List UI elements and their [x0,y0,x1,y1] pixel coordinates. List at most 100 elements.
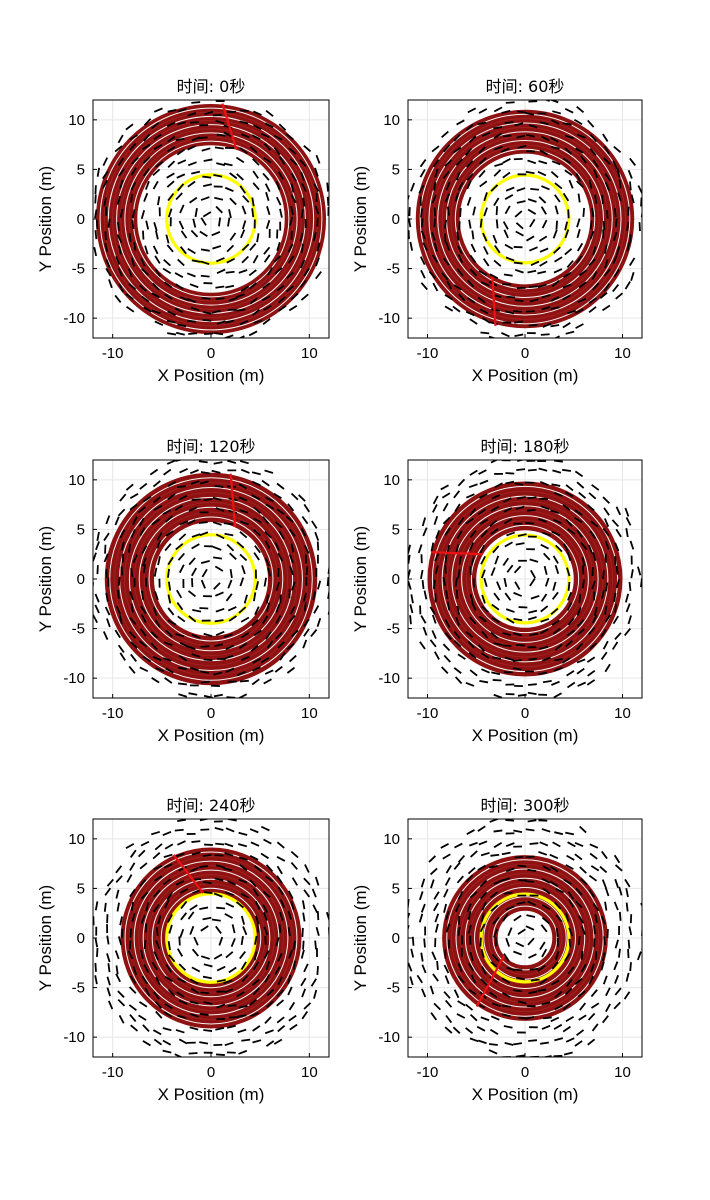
flow-dash [165,530,174,537]
flow-dash [241,565,246,575]
flow-dash [528,990,538,995]
flow-dash [565,864,574,870]
flow-dash [492,916,500,925]
y-tick-label: -10 [378,310,400,327]
flow-dash [253,110,262,116]
x-axis-label: X Position (m) [158,366,265,385]
flow-dash [130,167,137,176]
flow-dash [527,937,535,946]
flow-dash [601,194,604,204]
flow-dash [157,915,162,925]
flow-dash [590,1002,600,1009]
turn-marker [221,103,238,150]
flow-dash [191,840,201,843]
x-axis-label: X Position (m) [158,1085,265,1104]
flow-dash [505,937,510,947]
flow-dash [512,667,522,671]
flow-dash [464,148,473,156]
flow-dash [140,209,146,220]
x-tick-label: 0 [207,1064,215,1081]
flow-dash [200,955,210,960]
flow-dash [300,977,307,987]
flow-dash [129,888,136,898]
flow-dash [249,828,259,834]
flow-dash [190,229,199,238]
flow-dash [468,542,475,551]
flow-dash [305,566,309,576]
flow-dash [94,901,99,911]
flow-dash [193,936,199,946]
flow-dash [223,131,233,138]
flow-dash [602,496,611,504]
flow-dash [191,456,200,457]
flow-dash [445,181,451,191]
flow-dash [538,196,547,204]
flow-dash [408,962,413,972]
flow-dash [590,865,600,872]
flow-dash [577,628,585,636]
flow-dash [186,645,196,650]
flow-dash [467,107,477,114]
flow-dash [434,552,440,562]
flow-dash [178,666,188,670]
flow-dash [119,916,123,926]
flow-dash [614,603,617,613]
flow-dash [192,888,202,894]
flow-dash [418,185,425,194]
flow-dash [453,630,461,640]
flow-dash [128,940,132,950]
flow-dash [265,631,272,640]
flow-dash [164,293,173,300]
flow-dash [538,851,548,856]
flow-dash [286,666,296,674]
flow-dash [264,183,271,193]
flow-dash [554,643,563,651]
flow-dash [189,1000,199,1005]
flow-dash [444,294,453,301]
plot-area [93,456,329,698]
flow-dash [593,169,599,179]
x-tick-label: 10 [301,345,318,362]
flow-dash [263,678,272,685]
flow-dash [408,580,412,590]
flow-dash [551,961,559,970]
flow-dash [503,507,513,513]
flow-dash [564,952,571,962]
flow-dash [253,629,262,637]
flow-dash [527,683,537,686]
flow-dash [153,875,163,882]
flow-dash [126,305,135,313]
flow-dash [540,206,547,215]
flow-dash [191,966,201,973]
flow-dash [311,520,318,529]
flow-dash [93,246,98,257]
flow-dash [494,482,503,489]
spiral-turn [133,860,289,1016]
flow-dash [506,966,516,972]
flow-dash [277,886,284,896]
flow-dash [502,632,512,637]
flow-dash [539,247,549,253]
flow-dash [107,963,111,973]
flow-dash [253,529,262,537]
flow-dash [94,938,99,948]
flow-dash [240,229,246,239]
flow-dash [191,633,201,639]
flow-dash [503,1025,513,1029]
flow-dash [469,254,477,264]
flow-dash [286,271,294,280]
flow-dash [140,840,150,847]
flow-dash [238,642,248,650]
flow-dash [430,542,435,552]
flow-dash [514,210,523,218]
flow-dash [191,170,201,175]
flow-dash [503,497,512,503]
flow-dash [603,283,611,292]
flow-dash [604,901,608,911]
flow-dash [118,245,122,255]
flow-dash [563,1051,573,1056]
flow-dash [152,851,161,860]
flow-dash [151,830,161,836]
flow-dash [174,828,184,832]
flow-dash [252,987,260,996]
